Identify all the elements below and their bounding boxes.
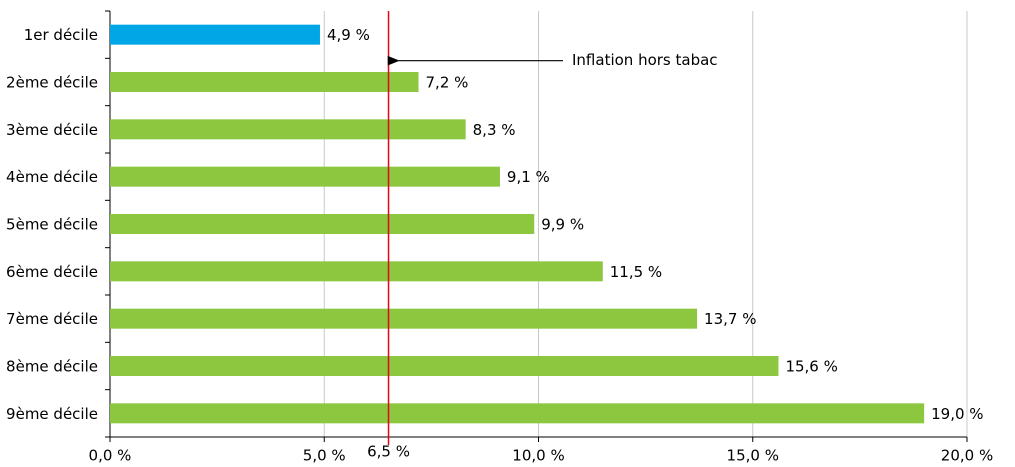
value-label: 11,5 % (610, 263, 662, 281)
y-tick-label: 6ème décile (6, 263, 98, 281)
x-tick-label: 0,0 % (89, 447, 132, 465)
y-tick-label: 2ème décile (6, 74, 98, 92)
bar (110, 308, 698, 329)
bar (110, 261, 603, 282)
value-label: 9,1 % (507, 168, 550, 186)
bar (110, 214, 535, 234)
bar (110, 356, 779, 376)
value-label: 19,0 % (931, 405, 983, 423)
value-label: 4,9 % (327, 26, 370, 44)
bar (110, 403, 925, 424)
value-label: 9,9 % (541, 216, 584, 234)
x-tick-label: 15,0 % (727, 447, 779, 465)
x-tick-label: 20,0 % (941, 447, 993, 465)
value-label: 8,3 % (473, 121, 516, 139)
value-label: 15,6 % (785, 358, 837, 376)
bar (110, 119, 466, 140)
y-tick-label: 4ème décile (6, 168, 98, 186)
y-tick-label: 7ème décile (6, 310, 98, 328)
x-tick-label: 10,0 % (512, 447, 564, 465)
value-label: 7,2 % (426, 74, 469, 92)
x-tick-label: 5,0 % (303, 447, 346, 465)
y-tick-label: 3ème décile (6, 121, 98, 139)
bar (110, 24, 320, 45)
y-tick-label: 9ème décile (6, 405, 98, 423)
y-tick-label: 1er décile (24, 26, 98, 44)
y-tick-label: 5ème décile (6, 216, 98, 234)
value-label: 13,7 % (704, 310, 756, 328)
annotation: Inflation hors tabac (572, 51, 718, 69)
reference-label: 6,5 % (367, 443, 410, 461)
bar (110, 166, 500, 187)
y-tick-label: 8ème décile (6, 358, 98, 376)
bar (110, 72, 419, 92)
